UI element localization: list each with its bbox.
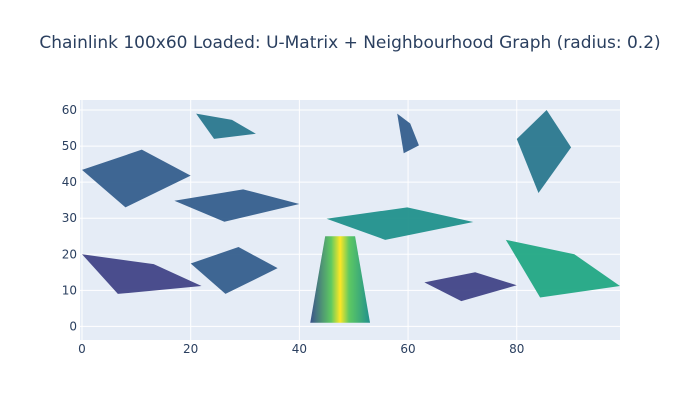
umatrix-region xyxy=(82,254,202,294)
y-tick-label: 60 xyxy=(62,103,77,117)
umatrix-region xyxy=(190,247,278,294)
umatrix-region xyxy=(82,149,191,208)
umatrix-region xyxy=(326,207,474,240)
y-tick-label: 0 xyxy=(69,319,77,333)
umatrix-region xyxy=(424,272,517,302)
y-tick-label: 40 xyxy=(62,175,77,189)
x-axis-ticks: 0 20 40 60 80 xyxy=(78,342,524,356)
umatrix-region xyxy=(196,113,256,139)
y-axis-ticks: 0 10 20 30 40 50 60 xyxy=(62,103,77,333)
chart-title: Chainlink 100x60 Loaded: U-Matrix + Neig… xyxy=(39,33,661,53)
x-tick-label: 40 xyxy=(292,342,307,356)
x-tick-label: 80 xyxy=(509,342,524,356)
umatrix-region xyxy=(397,113,419,154)
x-tick-label: 20 xyxy=(183,342,198,356)
y-tick-label: 50 xyxy=(62,139,77,153)
umatrix-region xyxy=(310,236,371,323)
umatrix-region xyxy=(174,189,300,222)
y-tick-label: 10 xyxy=(62,283,77,297)
umatrix-region xyxy=(505,239,620,298)
x-tick-label: 60 xyxy=(400,342,415,356)
heatmap-cells xyxy=(82,110,620,323)
umatrix-region xyxy=(516,110,572,193)
y-tick-label: 20 xyxy=(62,247,77,261)
y-tick-label: 30 xyxy=(62,211,77,225)
x-tick-label: 0 xyxy=(78,342,86,356)
